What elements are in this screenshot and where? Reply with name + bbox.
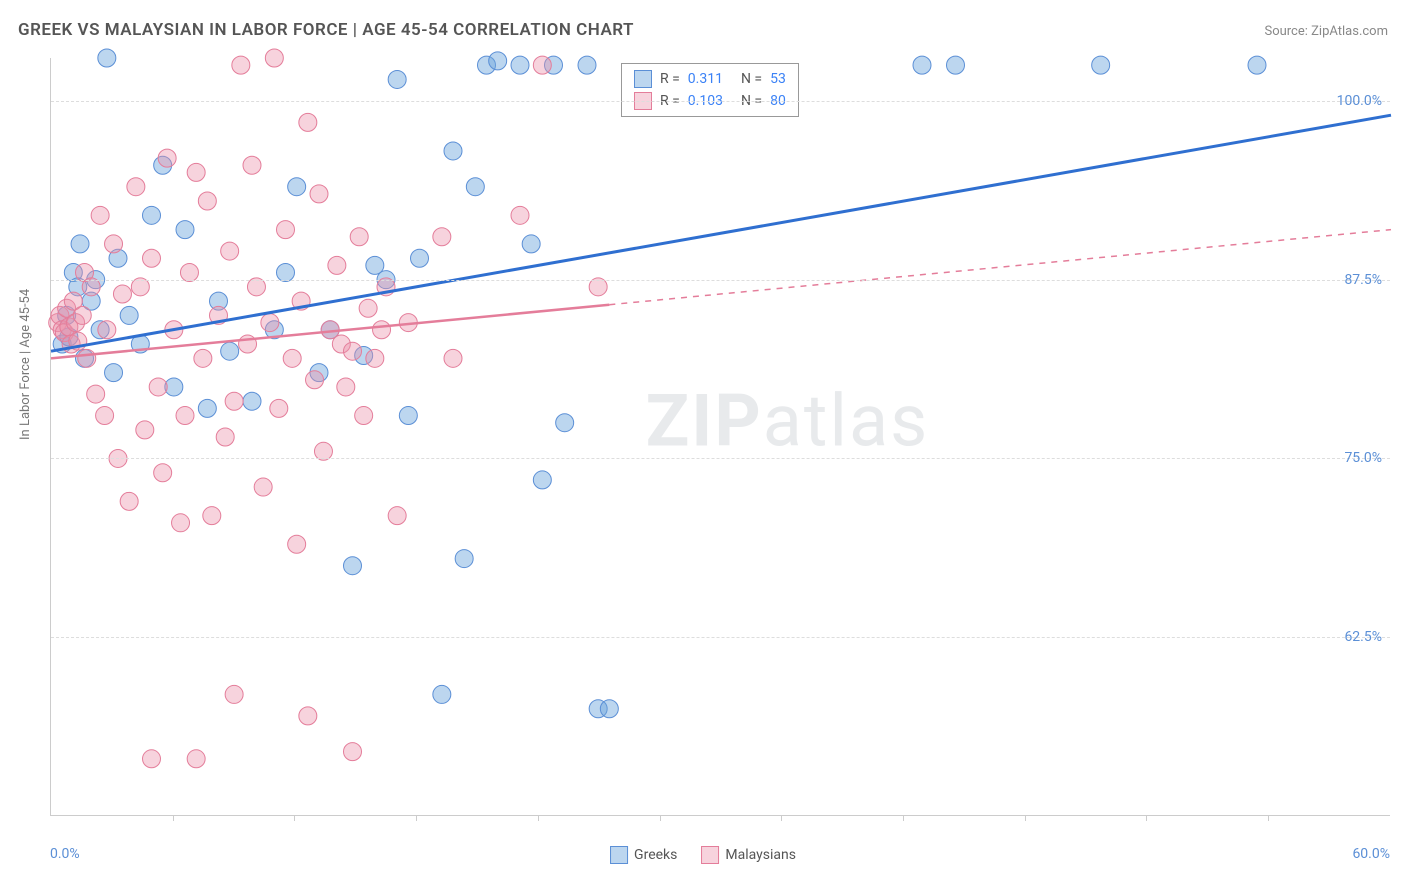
correlation-legend: R =0.311N =53R =0.103N =80	[621, 63, 799, 117]
gridline	[51, 637, 1390, 638]
chart-header: GREEK VS MALAYSIAN IN LABOR FORCE | AGE …	[18, 20, 1388, 40]
plot-area: R =0.311N =53R =0.103N =80 ZIPatlas 62.5…	[50, 58, 1390, 816]
x-tick	[416, 815, 417, 821]
x-tick	[294, 815, 295, 821]
y-tick-label: 100.0%	[1337, 93, 1382, 109]
x-tick	[1146, 815, 1147, 821]
legend-swatch	[610, 846, 628, 864]
y-axis-label: In Labor Force | Age 45-54	[18, 289, 33, 440]
gridline	[51, 458, 1390, 459]
trend-line-solid	[51, 305, 609, 359]
x-tick	[1025, 815, 1026, 821]
series-legend: Greeks Malaysians	[610, 846, 796, 864]
gridline	[51, 280, 1390, 281]
x-axis-start-label: 0.0%	[50, 846, 80, 862]
chart-container: GREEK VS MALAYSIAN IN LABOR FORCE | AGE …	[0, 0, 1406, 892]
trend-line-dashed	[609, 230, 1391, 305]
chart-title: GREEK VS MALAYSIAN IN LABOR FORCE | AGE …	[18, 20, 634, 40]
x-tick	[1268, 815, 1269, 821]
correlation-legend-row: R = 0.311 N = 53	[634, 70, 786, 88]
y-tick-label: 87.5%	[1344, 272, 1382, 288]
chart-source: Source: ZipAtlas.com	[1264, 24, 1388, 39]
x-tick	[660, 815, 661, 821]
x-tick	[903, 815, 904, 821]
y-tick-label: 62.5%	[1344, 629, 1382, 645]
gridline	[51, 101, 1390, 102]
series-legend-label: Greeks	[634, 847, 677, 863]
x-tick	[173, 815, 174, 821]
trend-lines-layer	[51, 58, 1391, 816]
series-legend-item: Greeks	[610, 846, 677, 864]
x-tick	[538, 815, 539, 821]
series-legend-label: Malaysians	[725, 847, 796, 863]
legend-n-label: N =	[741, 71, 762, 87]
x-axis-end-label: 60.0%	[1352, 846, 1390, 862]
y-tick-label: 75.0%	[1344, 450, 1382, 466]
legend-r-value: 0.311	[688, 71, 723, 87]
legend-r-label: R =	[660, 71, 680, 87]
legend-swatch	[701, 846, 719, 864]
x-tick	[781, 815, 782, 821]
legend-n-value: 53	[770, 71, 786, 87]
trend-line-solid	[51, 115, 1391, 351]
legend-swatch	[634, 70, 652, 88]
series-legend-item: Malaysians	[701, 846, 796, 864]
